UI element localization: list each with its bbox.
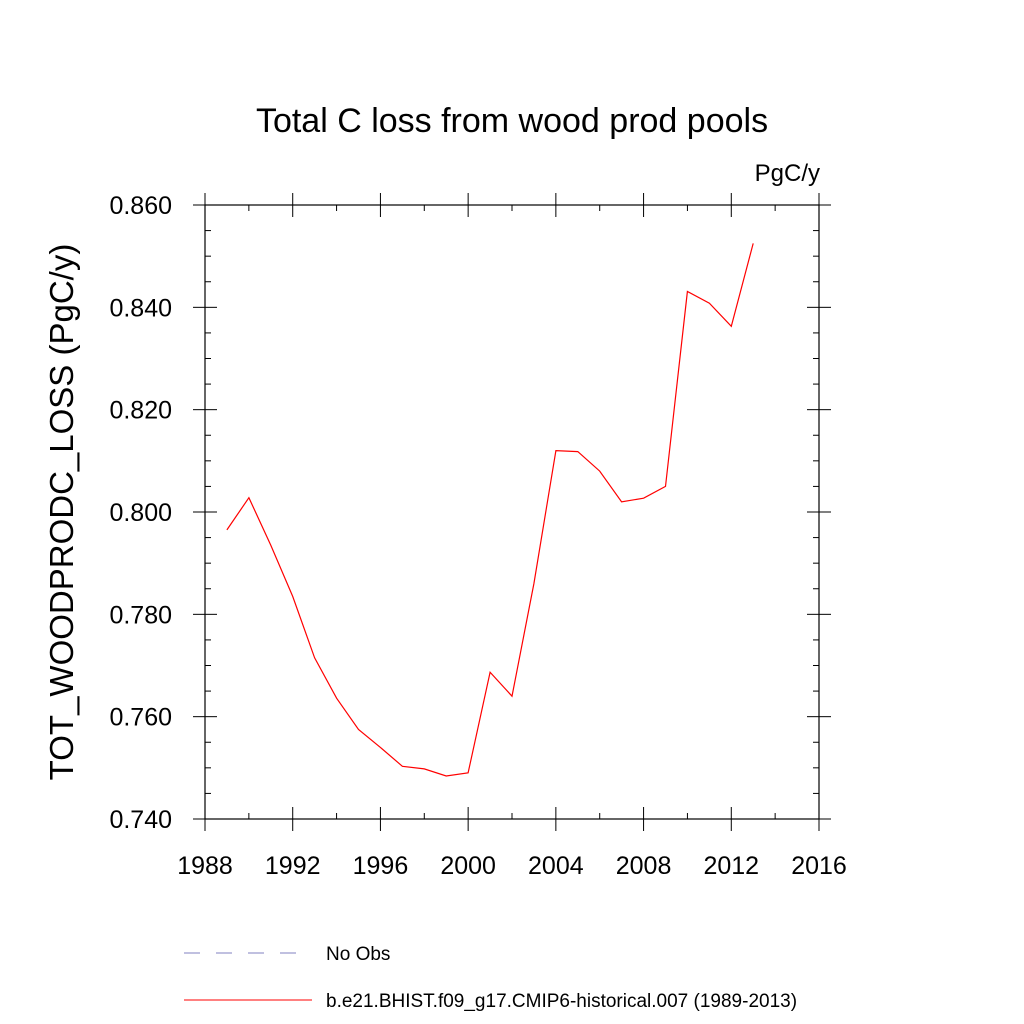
y-tick-label: 0.780: [109, 601, 172, 629]
series-line: [226, 243, 754, 777]
y-tick-label: 0.840: [109, 294, 172, 322]
x-tick-label: 1992: [265, 852, 321, 880]
x-tick-label: 1996: [353, 852, 409, 880]
series-layer: [226, 243, 754, 777]
x-tick-label: 2008: [616, 852, 672, 880]
plot-frame: [204, 204, 820, 820]
axis-tick-labels: 1988 1992 1996 2000 2004 2008 2012 2016 0.740 0.7…: [109, 192, 846, 880]
y-tick-label: 0.760: [109, 704, 172, 732]
y-tick-label: 0.800: [109, 499, 172, 527]
x-tick-label: 1988: [177, 852, 233, 880]
x-tick-label: 2000: [440, 852, 496, 880]
units-label: PgC/y: [755, 160, 820, 187]
legend-label: b.e21.BHIST.f09_g17.CMIP6-historical.007…: [326, 991, 797, 1012]
x-tick-label: 2012: [703, 852, 759, 880]
y-tick-label: 0.860: [109, 192, 172, 220]
y-tick-label: 0.820: [109, 397, 172, 425]
chart-title: Total C loss from wood prod pools: [256, 102, 768, 140]
legend: No Obs b.e21.BHIST.f09_g17.CMIP6-historic…: [184, 944, 797, 1012]
y-axis-title: TOT_WOODPRODC_LOSS (PgC/y): [43, 244, 80, 781]
legend-label: No Obs: [326, 944, 390, 965]
y-tick-label: 0.740: [109, 806, 172, 834]
axis-ticks: [193, 193, 831, 831]
x-tick-label: 2004: [528, 852, 584, 880]
x-tick-label: 2016: [791, 852, 847, 880]
